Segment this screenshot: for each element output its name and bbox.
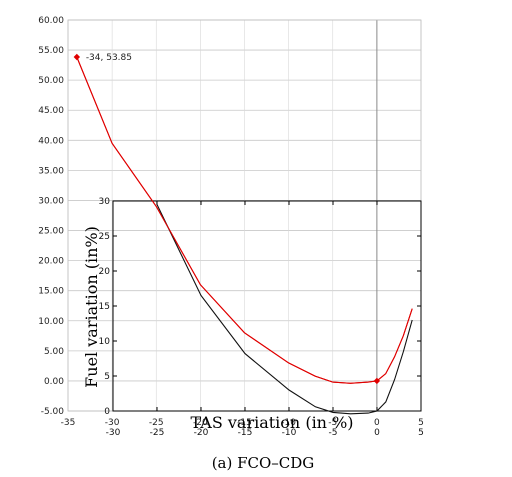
x-axis-label: TAS variation (in %) xyxy=(190,413,353,432)
outer-y-tick-label: 35.00 xyxy=(38,166,64,176)
outer-x-tick-label: 5 xyxy=(418,418,424,428)
y-axis-label: Fuel variation (in%) xyxy=(82,226,101,388)
inner-y-tick-label: 25 xyxy=(99,232,110,242)
outer-x-tick-label: -30 xyxy=(105,418,120,428)
inner-x-tick-label: -30 xyxy=(106,428,121,438)
outer-y-tick-label: 25.00 xyxy=(38,227,64,237)
inner-x-tick-label: 5 xyxy=(418,428,424,438)
figure-caption: (a) FCO–CDG xyxy=(212,454,315,472)
outer-y-tick-label: 60.00 xyxy=(38,16,64,26)
outer-y-tick-label: 0.00 xyxy=(44,377,64,387)
inner-x-tick-label: 0 xyxy=(374,428,380,438)
outer-x-tick-label: -35 xyxy=(61,418,76,428)
inner-y-tick-label: 20 xyxy=(99,267,111,277)
outer-y-tick-label: 5.00 xyxy=(44,347,64,357)
outer-y-tick-label: 50.00 xyxy=(38,76,64,86)
inner-x-tick-label: -20 xyxy=(194,428,209,438)
highlight-point-label: -34, 53.85 xyxy=(86,53,132,63)
outer-x-tick-label: -15 xyxy=(237,418,252,428)
outer-y-tick-label: 30.00 xyxy=(38,196,64,206)
outer-y-tick-label: 20.00 xyxy=(38,257,64,267)
outer-y-tick-label: 40.00 xyxy=(38,136,64,146)
outer-x-tick-label: -20 xyxy=(193,418,208,428)
inner-y-tick-label: 5 xyxy=(104,372,110,382)
outer-y-tick-label: 45.00 xyxy=(38,106,64,116)
inner-y-tick-label: 30 xyxy=(99,197,111,207)
inner-x-tick-label: -5 xyxy=(329,428,338,438)
outer-y-tick-label: 55.00 xyxy=(38,46,64,56)
inner-tick-labels: 0 5 10 15 20 25 30 -30 -25 -20 -15 -10 -5 0 5 xyxy=(99,197,424,438)
outer-x-tick-label: 0 xyxy=(374,418,380,428)
inner-y-tick-label: 10 xyxy=(99,337,111,347)
outer-y-tick-label: 10.00 xyxy=(38,317,64,327)
inner-x-tick-label: -15 xyxy=(238,428,253,438)
inner-y-tick-label: 0 xyxy=(104,407,110,417)
inner-y-tick-label: 15 xyxy=(99,302,110,312)
outer-x-tick-label: -10 xyxy=(281,418,296,428)
outer-series-line-overlay xyxy=(76,56,413,384)
outer-tick-labels: -5.00 0.00 5.00 10.00 15.00 20.00 25.00 30.00 35… xyxy=(38,16,424,428)
outer-y-tick-label: -5.00 xyxy=(41,407,65,417)
outer-y-tick-label: 15.00 xyxy=(38,287,64,297)
outer-x-tick-label: -5 xyxy=(328,418,337,428)
inner-x-tick-label: -10 xyxy=(282,428,297,438)
inner-x-tick-label: -25 xyxy=(150,428,165,438)
inner-series-line xyxy=(156,204,413,415)
outer-x-tick-label: -25 xyxy=(149,418,164,428)
inner-series xyxy=(76,56,413,415)
inner-plot xyxy=(112,200,422,412)
